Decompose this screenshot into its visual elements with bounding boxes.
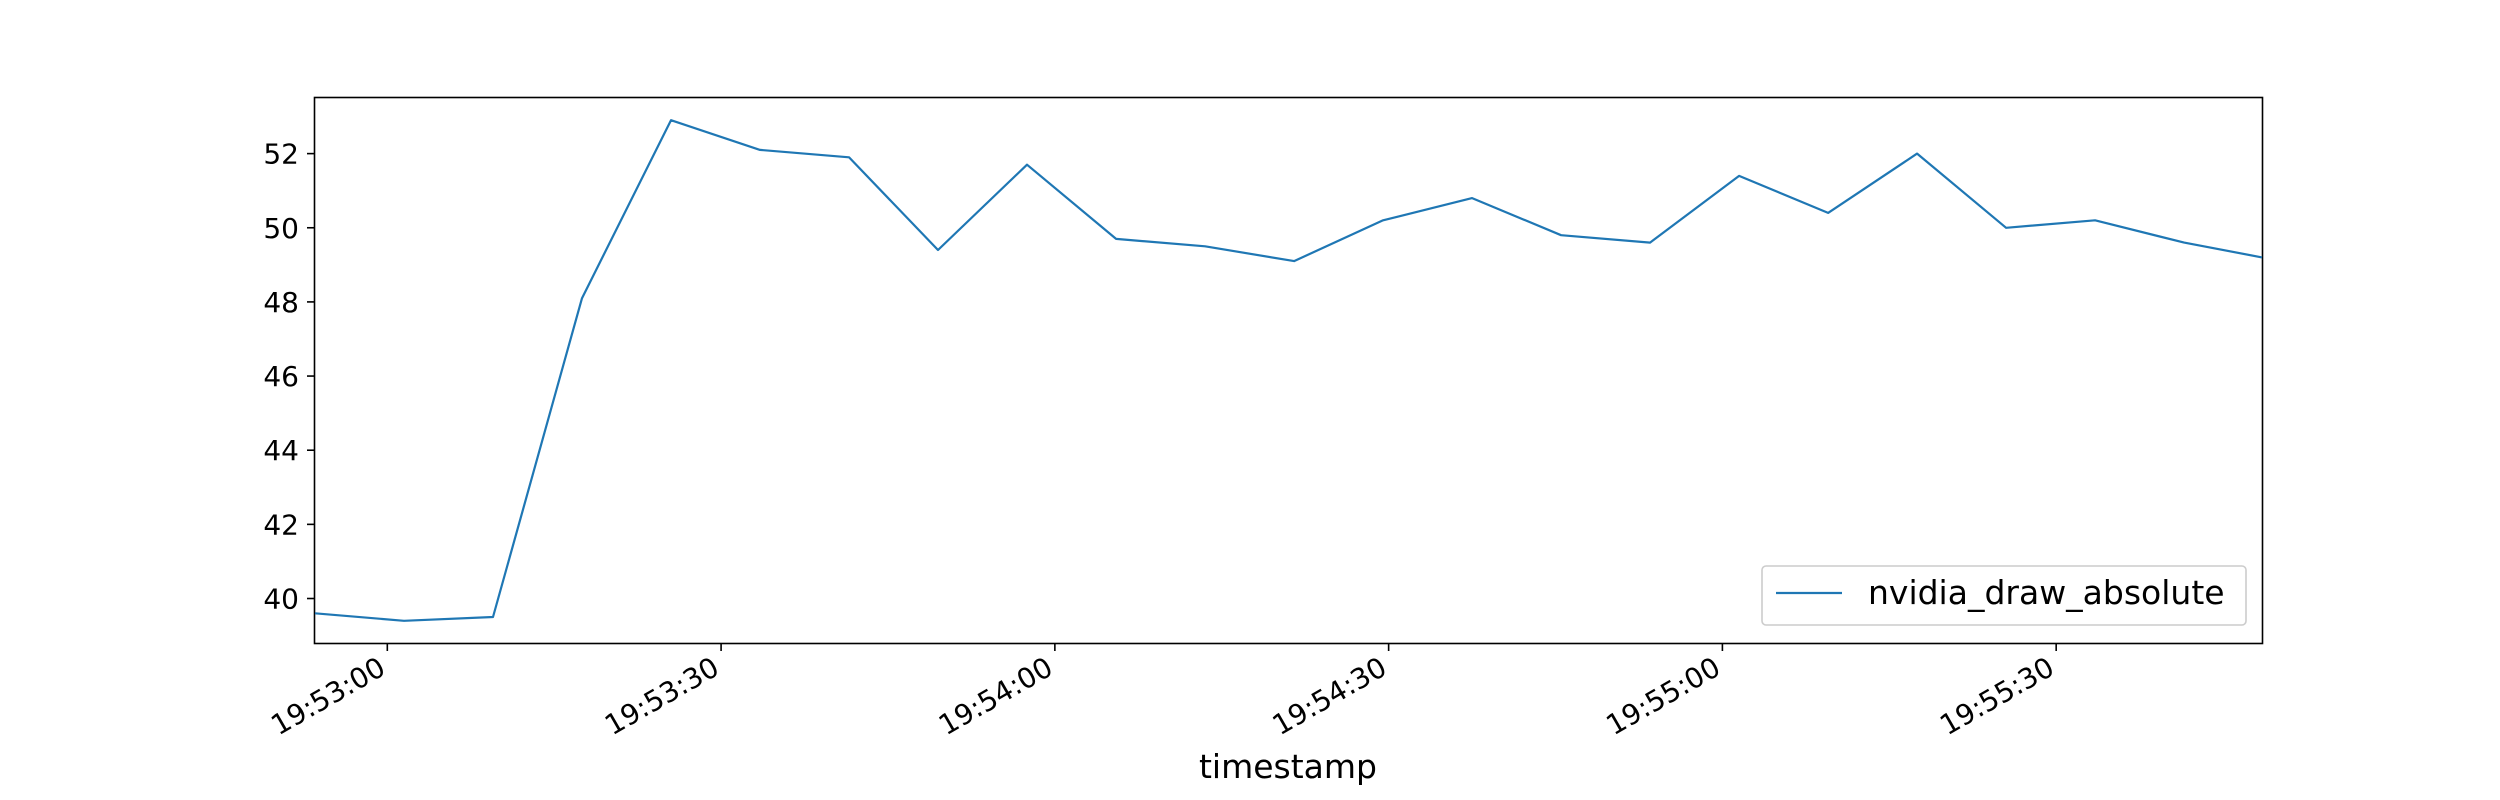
y-tick-label: 46: [263, 360, 299, 393]
x-tick-label: 19:54:30: [1267, 650, 1392, 741]
y-tick-label: 44: [263, 434, 299, 467]
x-tick-label: 19:55:30: [1934, 650, 2059, 741]
series-layer: [314, 119, 2263, 622]
x-axis-title: timestamp: [1199, 747, 1377, 786]
legend: nvidia_draw_absolute: [1761, 565, 2247, 626]
series-line: [314, 119, 2263, 622]
x-tick-label: 19:53:30: [599, 650, 724, 741]
y-tick-label: 40: [263, 583, 299, 616]
y-tick-label: 48: [263, 286, 299, 319]
y-tick-label: 50: [263, 212, 299, 245]
y-tick-label: 52: [263, 138, 299, 171]
y-axis: 40 42 44 46 48 50 52: [263, 138, 315, 616]
legend-label: nvidia_draw_absolute: [1868, 573, 2225, 612]
legend-frame: [1761, 565, 2247, 626]
x-tick-label: 19:55:00: [1600, 650, 1725, 741]
y-tick-label: 42: [263, 508, 299, 541]
plot-area-frame: [313, 96, 2264, 645]
x-axis: 19:53:00 19:53:30 19:54:00 19:54:30 19:55:00…: [265, 643, 2060, 742]
x-tick-label: 19:53:00: [265, 650, 390, 741]
x-tick-label: 19:54:00: [933, 650, 1058, 741]
